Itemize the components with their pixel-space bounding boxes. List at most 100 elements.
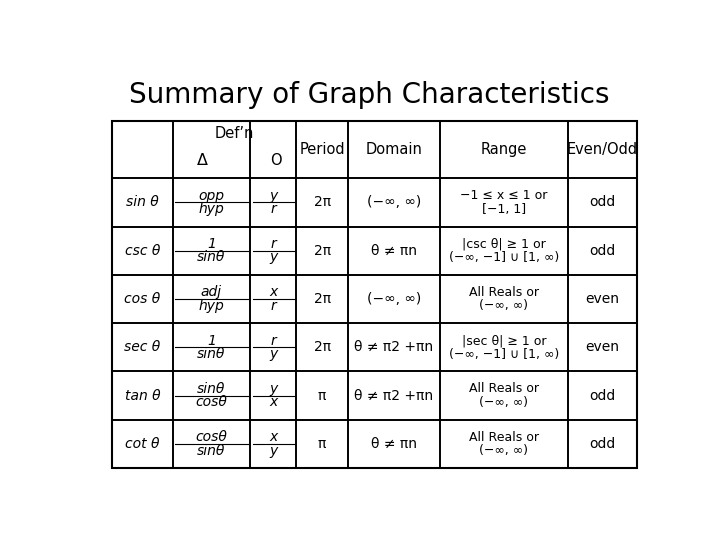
Text: 1: 1	[207, 237, 216, 251]
Text: θ ≠ π2 +πn: θ ≠ π2 +πn	[354, 389, 433, 403]
Text: cosθ: cosθ	[196, 430, 228, 444]
Text: θ ≠ π2 +πn: θ ≠ π2 +πn	[354, 340, 433, 354]
Bar	[440, 121, 568, 178]
Text: −1 ≤ x ≤ 1 or: −1 ≤ x ≤ 1 or	[460, 189, 548, 202]
Text: (−∞, −1] ∪ [1, ∞): (−∞, −1] ∪ [1, ∞)	[449, 348, 559, 361]
Bar	[568, 227, 637, 275]
Bar	[348, 227, 440, 275]
Bar	[297, 275, 348, 323]
Text: y: y	[269, 251, 277, 265]
Text: even: even	[585, 340, 619, 354]
Text: Period: Period	[300, 142, 345, 157]
Text: hyp: hyp	[199, 202, 225, 216]
Text: All Reals or: All Reals or	[469, 286, 539, 299]
Text: 2π: 2π	[314, 292, 330, 306]
Bar	[112, 121, 636, 468]
Bar	[251, 275, 297, 323]
Bar	[112, 420, 173, 468]
Bar	[348, 372, 440, 420]
Text: sinθ: sinθ	[197, 444, 225, 458]
Text: r: r	[271, 334, 276, 348]
Text: sec θ: sec θ	[125, 340, 161, 354]
Text: tan θ: tan θ	[125, 389, 161, 403]
Text: adj: adj	[201, 285, 222, 299]
Bar	[297, 227, 348, 275]
Bar	[112, 121, 173, 178]
Text: cosθ: cosθ	[196, 395, 228, 409]
Text: 1: 1	[207, 334, 216, 348]
Text: odd: odd	[590, 195, 616, 210]
Bar	[173, 227, 251, 275]
Bar	[568, 372, 637, 420]
Text: cot θ: cot θ	[125, 437, 160, 451]
Text: r: r	[271, 237, 276, 251]
Text: r: r	[271, 299, 276, 313]
Bar	[348, 420, 440, 468]
Bar	[297, 372, 348, 420]
Bar	[568, 420, 637, 468]
Bar	[112, 323, 173, 372]
Text: opp: opp	[199, 188, 225, 202]
Bar	[440, 372, 568, 420]
Text: [−1, 1]: [−1, 1]	[482, 202, 526, 215]
Bar	[440, 323, 568, 372]
Bar	[173, 275, 251, 323]
Bar	[568, 323, 637, 372]
Text: cos θ: cos θ	[125, 292, 161, 306]
Text: y: y	[269, 347, 277, 361]
Bar	[251, 372, 297, 420]
Bar	[251, 121, 297, 178]
Bar	[112, 372, 173, 420]
Text: sinθ: sinθ	[197, 347, 225, 361]
Text: hyp: hyp	[199, 299, 225, 313]
Bar	[251, 227, 297, 275]
Text: 2π: 2π	[314, 195, 330, 210]
Text: x: x	[269, 285, 277, 299]
Bar	[251, 420, 297, 468]
Text: sinθ: sinθ	[197, 251, 225, 265]
Text: (−∞, ∞): (−∞, ∞)	[480, 444, 528, 457]
Text: sinθ: sinθ	[197, 382, 225, 396]
Text: π: π	[318, 389, 326, 403]
Bar	[173, 372, 251, 420]
Bar	[568, 275, 637, 323]
Text: 2π: 2π	[314, 244, 330, 258]
Bar	[348, 121, 440, 178]
Text: θ ≠ πn: θ ≠ πn	[371, 244, 417, 258]
Bar	[348, 323, 440, 372]
Bar	[251, 178, 297, 227]
Bar	[112, 227, 173, 275]
Text: Summary of Graph Characteristics: Summary of Graph Characteristics	[129, 82, 609, 110]
Bar	[440, 178, 568, 227]
Text: (−∞, −1] ∪ [1, ∞): (−∞, −1] ∪ [1, ∞)	[449, 251, 559, 264]
Text: Domain: Domain	[365, 142, 422, 157]
Bar	[348, 275, 440, 323]
Text: 2π: 2π	[314, 340, 330, 354]
Text: Even/Odd: Even/Odd	[567, 142, 638, 157]
Text: π: π	[318, 437, 326, 451]
Text: sin θ: sin θ	[126, 195, 159, 210]
Text: (−∞, ∞): (−∞, ∞)	[366, 292, 421, 306]
Text: y: y	[269, 382, 277, 396]
Bar	[297, 121, 348, 178]
Bar	[568, 121, 637, 178]
Bar	[173, 323, 251, 372]
Text: odd: odd	[590, 437, 616, 451]
Bar	[112, 178, 173, 227]
Bar	[173, 178, 251, 227]
Text: r: r	[271, 202, 276, 216]
Text: (−∞, ∞): (−∞, ∞)	[480, 396, 528, 409]
Text: All Reals or: All Reals or	[469, 431, 539, 444]
Text: y: y	[269, 188, 277, 202]
Text: θ ≠ πn: θ ≠ πn	[371, 437, 417, 451]
Text: O: O	[270, 153, 282, 167]
Bar	[297, 420, 348, 468]
Text: (−∞, ∞): (−∞, ∞)	[366, 195, 421, 210]
Bar	[440, 227, 568, 275]
Text: Δ: Δ	[197, 153, 207, 167]
Bar	[173, 420, 251, 468]
Text: |csc θ| ≥ 1 or: |csc θ| ≥ 1 or	[462, 238, 546, 251]
Text: even: even	[585, 292, 619, 306]
Bar	[251, 323, 297, 372]
Bar	[348, 178, 440, 227]
